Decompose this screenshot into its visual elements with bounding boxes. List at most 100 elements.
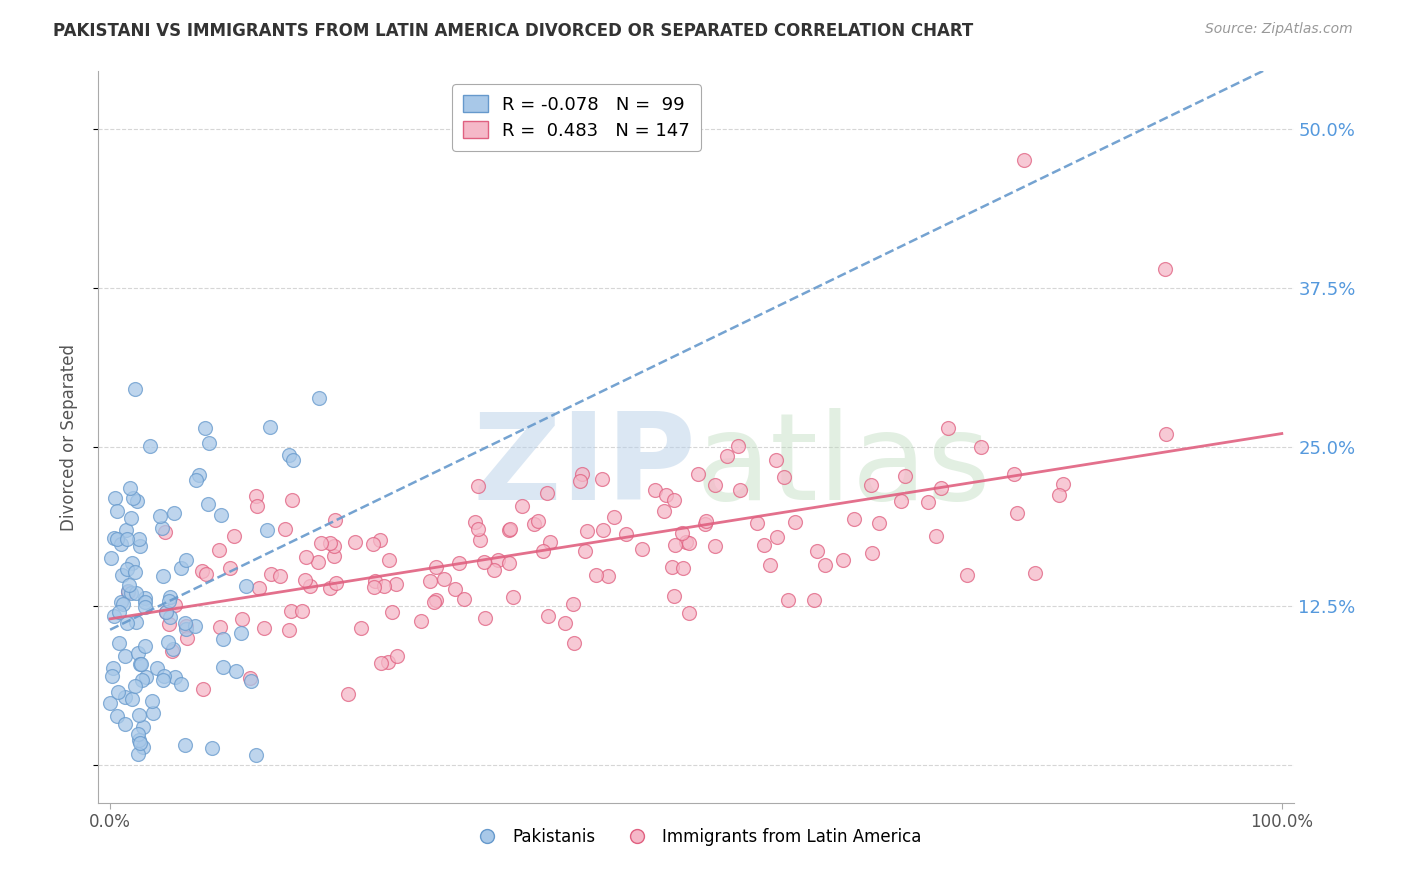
Point xyxy=(1049,488,1071,502)
Point xyxy=(280,604,302,618)
Point xyxy=(114,717,136,731)
Point xyxy=(231,612,253,626)
Point xyxy=(162,506,184,520)
Point xyxy=(128,539,150,553)
Point xyxy=(274,522,297,536)
Point xyxy=(201,740,224,755)
Point xyxy=(281,493,304,508)
Point xyxy=(239,671,262,685)
Point xyxy=(209,620,232,634)
Point xyxy=(159,609,181,624)
Point xyxy=(614,527,637,541)
Point xyxy=(537,609,560,624)
Point xyxy=(129,657,152,671)
Point xyxy=(155,525,177,540)
Point xyxy=(152,673,174,687)
Point xyxy=(135,670,157,684)
Point xyxy=(308,392,330,406)
Point xyxy=(107,684,129,698)
Point xyxy=(603,510,626,524)
Point xyxy=(125,615,148,629)
Point xyxy=(444,582,467,597)
Point xyxy=(134,591,156,605)
Point xyxy=(104,491,127,505)
Point xyxy=(235,579,257,593)
Point xyxy=(704,478,727,492)
Point xyxy=(806,544,828,558)
Point xyxy=(675,534,697,549)
Point xyxy=(783,515,806,529)
Point xyxy=(596,569,619,583)
Point xyxy=(150,521,173,535)
Point xyxy=(108,636,131,650)
Point xyxy=(672,561,695,575)
Point xyxy=(758,558,780,572)
Point xyxy=(917,495,939,509)
Point xyxy=(538,534,561,549)
Point xyxy=(110,595,132,609)
Point xyxy=(381,605,404,619)
Point xyxy=(155,605,177,619)
Point xyxy=(124,382,146,396)
Point xyxy=(592,523,614,537)
Point xyxy=(433,572,456,586)
Point xyxy=(105,532,128,546)
Point xyxy=(1153,261,1175,276)
Point xyxy=(323,513,346,527)
Point xyxy=(98,696,121,710)
Point xyxy=(377,655,399,669)
Point xyxy=(890,494,912,508)
Point xyxy=(765,452,787,467)
Point xyxy=(117,578,139,592)
Point xyxy=(195,567,218,582)
Point xyxy=(207,543,229,558)
Point xyxy=(644,483,666,497)
Point xyxy=(1002,467,1025,482)
Point xyxy=(184,619,207,633)
Point xyxy=(499,522,522,536)
Point xyxy=(211,632,233,647)
Point xyxy=(447,556,470,570)
Point xyxy=(141,694,163,708)
Point xyxy=(253,621,276,635)
Point xyxy=(527,514,550,528)
Point xyxy=(245,489,267,503)
Point xyxy=(187,467,209,482)
Point xyxy=(472,556,495,570)
Point xyxy=(419,574,441,588)
Point xyxy=(128,708,150,723)
Point xyxy=(142,706,165,721)
Point xyxy=(260,567,283,582)
Point xyxy=(219,561,242,575)
Point xyxy=(467,522,489,536)
Point xyxy=(209,508,232,523)
Point xyxy=(813,558,835,572)
Point xyxy=(464,516,486,530)
Point xyxy=(100,550,122,565)
Point xyxy=(259,420,281,434)
Point xyxy=(474,611,496,625)
Point xyxy=(115,523,138,537)
Point xyxy=(956,567,979,582)
Point xyxy=(269,569,291,583)
Point xyxy=(803,592,825,607)
Point xyxy=(467,479,489,493)
Point xyxy=(117,585,139,599)
Point xyxy=(482,563,505,577)
Point xyxy=(678,536,700,550)
Point xyxy=(695,516,717,531)
Point xyxy=(225,664,247,678)
Point xyxy=(134,639,156,653)
Point xyxy=(159,591,181,605)
Point xyxy=(859,477,882,491)
Point xyxy=(101,661,124,675)
Point xyxy=(488,553,510,567)
Point xyxy=(124,565,146,579)
Point xyxy=(655,488,678,502)
Point xyxy=(152,569,174,583)
Point xyxy=(101,669,124,683)
Point xyxy=(173,616,195,631)
Point xyxy=(574,543,596,558)
Point xyxy=(105,504,128,518)
Point xyxy=(121,491,143,505)
